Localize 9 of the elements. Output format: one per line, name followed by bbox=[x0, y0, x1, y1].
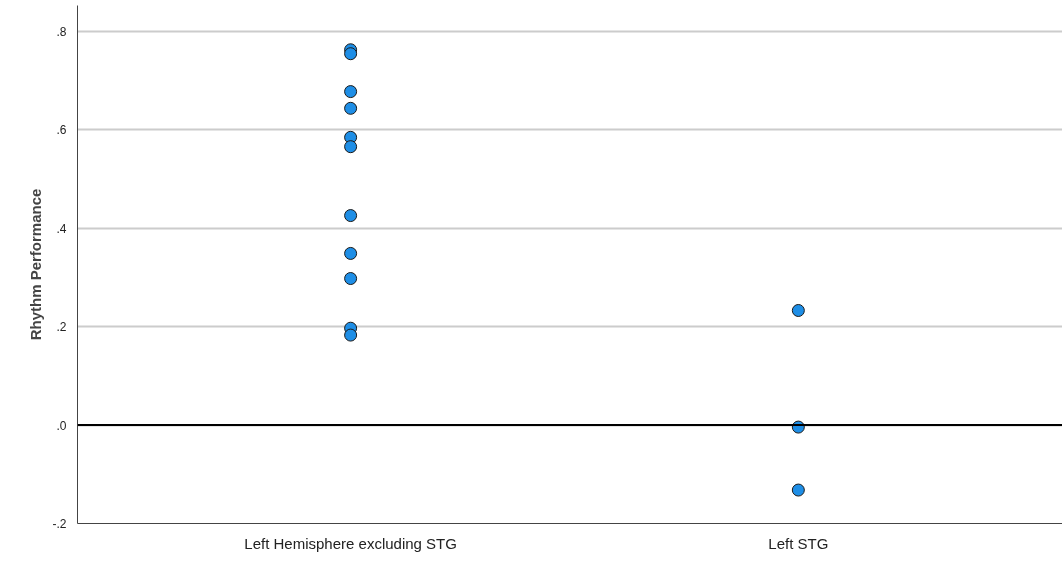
y-tick-label: -.2 bbox=[52, 517, 67, 531]
y-tick-label: .4 bbox=[56, 221, 67, 236]
x-tick-label: Left STG bbox=[768, 534, 829, 552]
y-tick-label: .6 bbox=[56, 123, 67, 138]
y-tick-label: .8 bbox=[56, 25, 67, 40]
x-tick-label: Left Hemisphere excluding STG bbox=[244, 534, 457, 552]
y-axis-title: Rhythm Performance bbox=[27, 188, 45, 341]
y-tick-label: .2 bbox=[56, 320, 67, 335]
y-tick-label: .0 bbox=[56, 418, 67, 433]
